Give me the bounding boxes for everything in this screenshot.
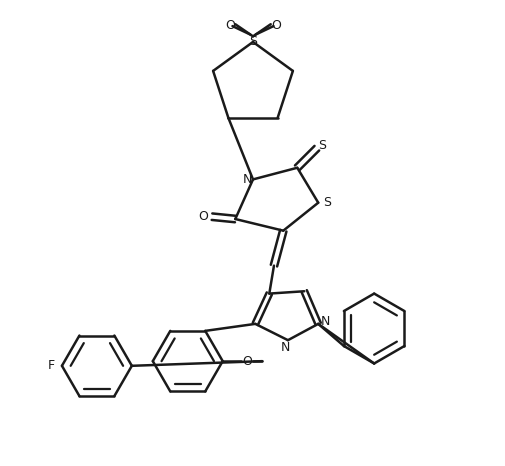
Text: O: O bbox=[198, 210, 208, 223]
Text: N: N bbox=[242, 173, 251, 186]
Text: F: F bbox=[48, 359, 55, 372]
Text: S: S bbox=[248, 35, 257, 48]
Text: O: O bbox=[271, 19, 281, 32]
Text: O: O bbox=[241, 355, 251, 368]
Text: S: S bbox=[318, 139, 326, 152]
Text: O: O bbox=[224, 19, 234, 32]
Text: S: S bbox=[322, 196, 330, 209]
Text: N: N bbox=[320, 315, 329, 328]
Text: N: N bbox=[280, 341, 290, 354]
